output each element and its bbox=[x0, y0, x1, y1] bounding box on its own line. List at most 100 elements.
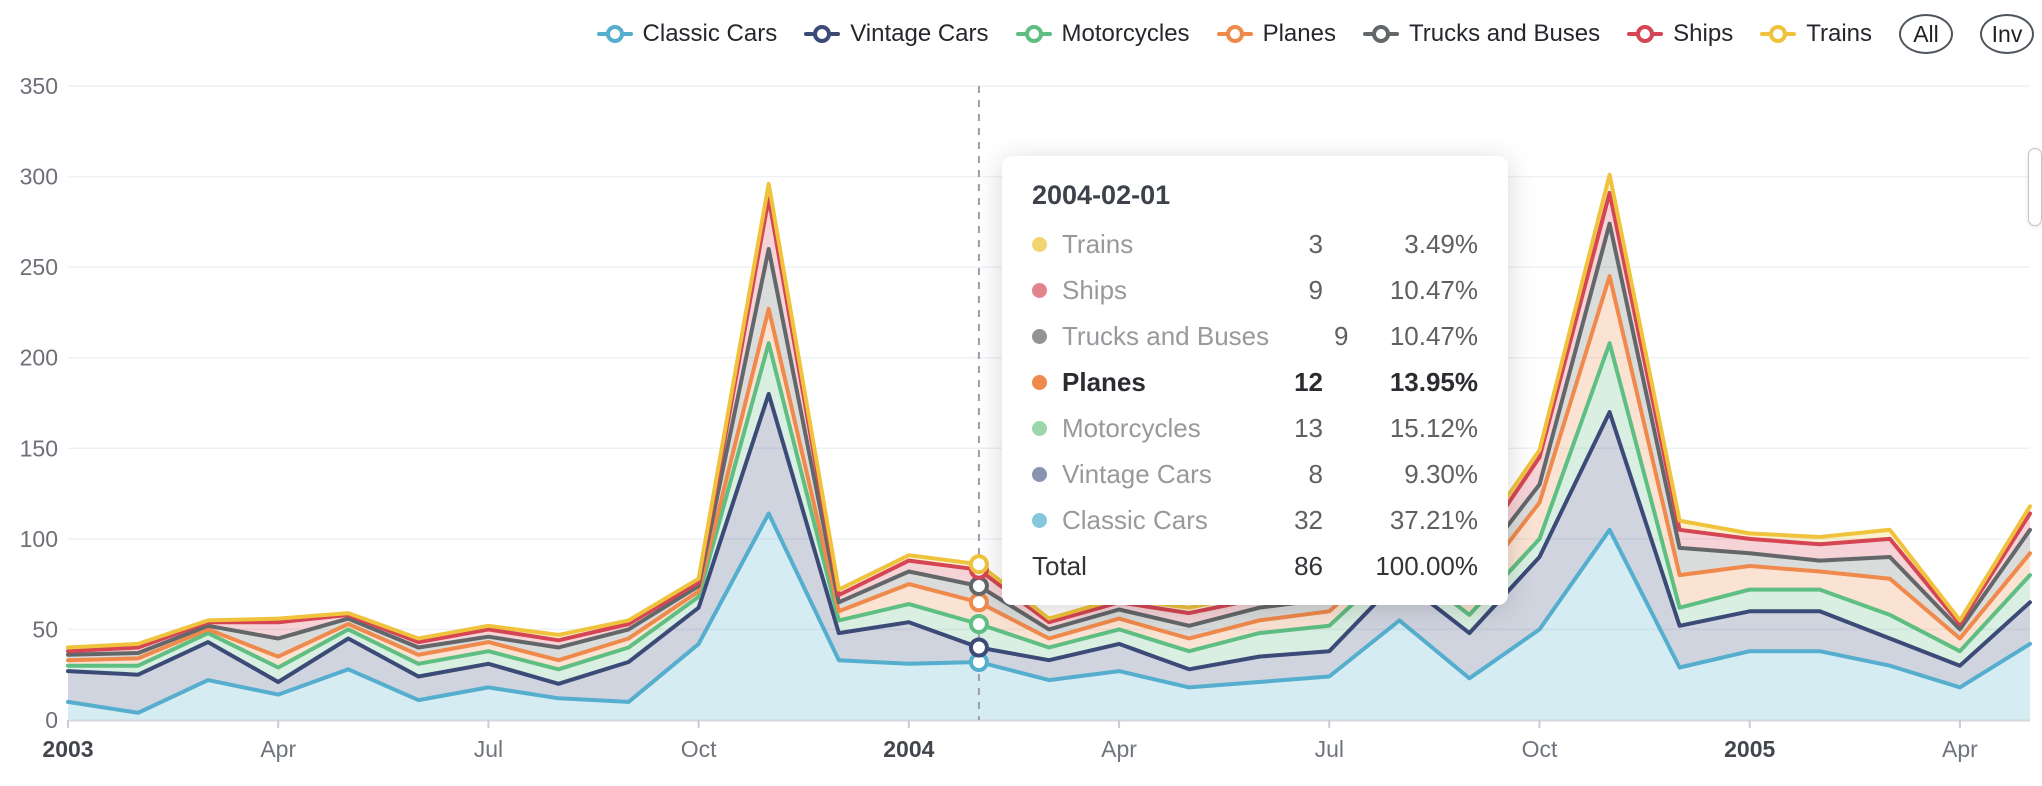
tooltip-series-name: Vintage Cars bbox=[1062, 458, 1212, 489]
hover-markers bbox=[968, 554, 989, 673]
tooltip-row-trucks-and-buses: Trucks and Buses 9 10.47% bbox=[1032, 313, 1478, 359]
legend-item-label: Vintage Cars bbox=[850, 20, 989, 47]
series-dot-icon bbox=[1032, 512, 1047, 528]
series-line-classic-cars[interactable] bbox=[66, 511, 2032, 715]
tooltip-row-trains: Trains 3 3.49% bbox=[1032, 221, 1478, 267]
hover-marker-vintage-cars bbox=[968, 637, 989, 658]
series-dot-icon bbox=[1032, 236, 1047, 252]
y-axis-label: 200 bbox=[20, 345, 58, 371]
line-circle-icon bbox=[1216, 25, 1253, 43]
legend-item-label: Motorcycles bbox=[1061, 20, 1190, 47]
legend-item-planes[interactable]: Planes bbox=[1216, 20, 1336, 48]
x-axis bbox=[67, 719, 2030, 728]
tooltip-series-name: Classic Cars bbox=[1062, 504, 1208, 535]
legend: Classic Cars Vintage Cars Motorcycles Plane… bbox=[0, 12, 2034, 56]
tooltip-row-classic-cars: Classic Cars 32 37.21% bbox=[1032, 497, 1478, 543]
tooltip-series-value: 9 bbox=[1334, 320, 1349, 351]
x-axis-label: Oct bbox=[681, 736, 717, 762]
line-circle-icon bbox=[1627, 25, 1664, 43]
series-dot-icon bbox=[1032, 420, 1047, 436]
tooltip-series-value: 32 bbox=[1294, 504, 1323, 535]
series-line-trains[interactable] bbox=[66, 172, 2032, 650]
y-axis-label: 0 bbox=[45, 707, 58, 733]
tooltip-series-name: Ships bbox=[1062, 274, 1128, 305]
axis-labels: 0 50 100 150 200 250 300 350 2003 Apr Jul Oct 2004 Ap… bbox=[20, 73, 1979, 762]
series-dot-icon bbox=[1032, 466, 1047, 482]
legend-item-ships[interactable]: Ships bbox=[1627, 20, 1733, 48]
legend-item-label: Classic Cars bbox=[642, 20, 778, 47]
legend-button-inv[interactable]: Inv bbox=[1980, 14, 2034, 54]
tooltip-series-name: Trains bbox=[1062, 228, 1134, 259]
tooltip-series-value: 9 bbox=[1308, 274, 1323, 305]
y-axis-label: 100 bbox=[20, 526, 58, 552]
series-areas bbox=[68, 174, 2030, 720]
series-lines bbox=[66, 172, 2032, 715]
x-axis-label: 2005 bbox=[1724, 736, 1775, 762]
line-circle-icon bbox=[1362, 25, 1399, 43]
tooltip-series-percent: 15.12% bbox=[1389, 412, 1478, 443]
line-circle-icon bbox=[1015, 25, 1052, 43]
tooltip-row-total: Total 86 100.00% bbox=[1032, 543, 1478, 589]
tooltip-series-percent: 13.95% bbox=[1389, 366, 1478, 397]
series-dot-icon bbox=[1032, 282, 1047, 298]
tooltip-series-name: Trucks and Buses bbox=[1062, 320, 1270, 351]
tooltip-series-percent: 3.49% bbox=[1404, 228, 1478, 259]
y-axis-label: 250 bbox=[20, 254, 58, 280]
x-axis-label: Oct bbox=[1522, 736, 1558, 762]
y-axis-label: 50 bbox=[32, 616, 58, 642]
tooltip-series-percent: 37.21% bbox=[1389, 504, 1478, 535]
y-axis-label: 350 bbox=[20, 73, 58, 99]
tooltip-row-motorcycles: Motorcycles 13 15.12% bbox=[1032, 405, 1478, 451]
legend-item-classic-cars[interactable]: Classic Cars bbox=[596, 20, 778, 48]
series-area-vintage-cars bbox=[68, 393, 2030, 713]
hover-marker-planes bbox=[968, 592, 989, 613]
legend-item-label: Planes bbox=[1262, 20, 1336, 47]
tooltip-row-vintage-cars: Vintage Cars 8 9.30% bbox=[1032, 451, 1478, 497]
tooltip-series-value: 8 bbox=[1308, 458, 1323, 489]
series-line-trucks-and-buses[interactable] bbox=[66, 221, 2032, 657]
x-axis-label: 2003 bbox=[42, 736, 93, 762]
x-axis-label: 2004 bbox=[883, 736, 934, 762]
x-axis-label: Apr bbox=[260, 736, 296, 762]
line-circle-icon bbox=[596, 25, 633, 43]
tooltip: 2004-02-01 Trains 3 3.49% Ships 9 10.47% Truck… bbox=[1002, 156, 1508, 605]
tooltip-rows: Trains 3 3.49% Ships 9 10.47% Trucks and Buses… bbox=[1032, 221, 1478, 589]
series-line-planes[interactable] bbox=[66, 274, 2032, 663]
series-dot-icon bbox=[1032, 328, 1047, 344]
hover-marker-motorcycles bbox=[968, 613, 989, 634]
series-area-classic-cars bbox=[68, 513, 2030, 720]
scrollbar-thumb[interactable] bbox=[2028, 148, 2042, 226]
y-axis-label: 150 bbox=[20, 435, 58, 461]
tooltip-series-name: Motorcycles bbox=[1062, 412, 1201, 443]
tooltip-series-percent: 100.00% bbox=[1375, 550, 1478, 581]
x-axis-label: Jul bbox=[474, 736, 503, 762]
legend-button-all[interactable]: All bbox=[1899, 14, 1953, 54]
tooltip-series-name: Total bbox=[1032, 550, 1087, 581]
tooltip-row-planes: Planes 12 13.95% bbox=[1032, 359, 1478, 405]
tooltip-series-value: 3 bbox=[1308, 228, 1323, 259]
legend-item-label: Ships bbox=[1673, 20, 1734, 47]
tooltip-series-value: 12 bbox=[1294, 366, 1323, 397]
tooltip-row-ships: Ships 9 10.47% bbox=[1032, 267, 1478, 313]
legend-item-trucks-and-buses[interactable]: Trucks and Buses bbox=[1362, 20, 1601, 48]
legend-item-vintage-cars[interactable]: Vintage Cars bbox=[804, 20, 989, 48]
tooltip-series-percent: 10.47% bbox=[1389, 320, 1478, 351]
tooltip-series-percent: 9.30% bbox=[1404, 458, 1478, 489]
series-dot-icon bbox=[1032, 374, 1047, 390]
series-line-ships[interactable] bbox=[66, 190, 2032, 654]
tooltip-series-name: Planes bbox=[1062, 366, 1146, 397]
x-axis-label: Apr bbox=[1101, 736, 1137, 762]
x-axis-label: Apr bbox=[1942, 736, 1978, 762]
series-line-vintage-cars[interactable] bbox=[66, 391, 2032, 686]
legend-item-label: Trucks and Buses bbox=[1408, 20, 1601, 47]
tooltip-title: 2004-02-01 bbox=[1032, 180, 1171, 210]
legend-item-trains[interactable]: Trains bbox=[1760, 20, 1872, 48]
line-circle-icon bbox=[1760, 25, 1797, 43]
x-axis-label: Jul bbox=[1315, 736, 1344, 762]
legend-item-motorcycles[interactable]: Motorcycles bbox=[1015, 20, 1190, 48]
y-axis-label: 300 bbox=[20, 164, 58, 190]
series-line-motorcycles[interactable] bbox=[66, 341, 2032, 672]
line-circle-icon bbox=[804, 25, 841, 43]
